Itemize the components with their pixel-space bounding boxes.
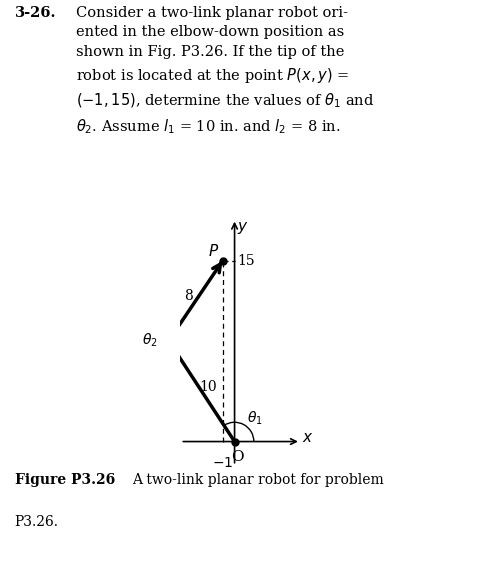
Text: 3-26.: 3-26. (15, 6, 56, 20)
Text: 8: 8 (184, 289, 193, 303)
Text: $P$: $P$ (208, 242, 219, 259)
Text: 10: 10 (199, 380, 217, 394)
Text: A two-link planar robot for problem: A two-link planar robot for problem (133, 473, 384, 487)
Text: O: O (231, 450, 244, 464)
Text: Consider a two-link planar robot ori-
ented in the elbow-down position as
shown : Consider a two-link planar robot ori- en… (76, 6, 374, 136)
Text: $\theta_2$: $\theta_2$ (141, 332, 157, 350)
Text: $y$: $y$ (237, 220, 248, 236)
Text: $\theta_1$: $\theta_1$ (247, 410, 263, 427)
Text: 15: 15 (238, 254, 255, 268)
Text: P3.26.: P3.26. (15, 515, 59, 529)
Text: $-1$: $-1$ (212, 456, 233, 470)
Text: Figure P3.26: Figure P3.26 (15, 473, 115, 487)
Text: $x$: $x$ (302, 431, 314, 445)
